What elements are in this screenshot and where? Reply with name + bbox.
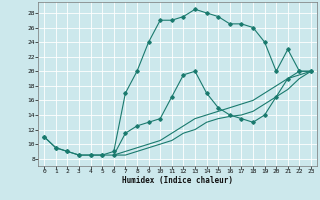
X-axis label: Humidex (Indice chaleur): Humidex (Indice chaleur) xyxy=(122,176,233,185)
